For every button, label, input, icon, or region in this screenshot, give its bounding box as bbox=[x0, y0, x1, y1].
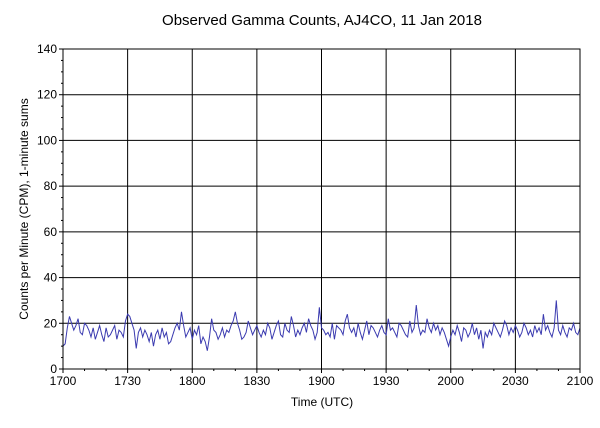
x-tick-label: 2100 bbox=[567, 374, 594, 388]
x-tick-label: 1730 bbox=[114, 374, 141, 388]
x-axis-label: Time (UTC) bbox=[291, 395, 353, 409]
chart-title: Observed Gamma Counts, AJ4CO, 11 Jan 201… bbox=[162, 12, 482, 29]
x-tick-label: 1800 bbox=[179, 374, 206, 388]
series-group bbox=[62, 300, 581, 351]
x-tick-label: 2030 bbox=[502, 374, 529, 388]
y-tick-label: 100 bbox=[37, 133, 57, 147]
x-tick-label: 1700 bbox=[50, 374, 77, 388]
y-tick-label: 140 bbox=[37, 42, 57, 56]
y-tick-label: 120 bbox=[37, 88, 57, 102]
plot-frame bbox=[62, 48, 581, 370]
x-tick-label: 1930 bbox=[373, 374, 400, 388]
x-tick-label: 1830 bbox=[244, 374, 271, 388]
y-tick-label: 40 bbox=[44, 271, 58, 285]
x-tick-label: 2000 bbox=[437, 374, 464, 388]
tick-labels: 1700 1730 1800 1830 1900 1930 2000 2030 2100 0 20 4… bbox=[37, 42, 594, 388]
y-tick-label: 60 bbox=[44, 225, 58, 239]
y-tick-label: 20 bbox=[44, 316, 58, 330]
y-tick-label: 80 bbox=[44, 179, 58, 193]
grid bbox=[59, 48, 581, 373]
y-axis-label: Counts per Minute (CPM), 1-minute sums bbox=[17, 98, 31, 319]
x-tick-label: 1900 bbox=[308, 374, 335, 388]
series-line bbox=[62, 300, 581, 351]
y-tick-label: 0 bbox=[50, 362, 57, 376]
